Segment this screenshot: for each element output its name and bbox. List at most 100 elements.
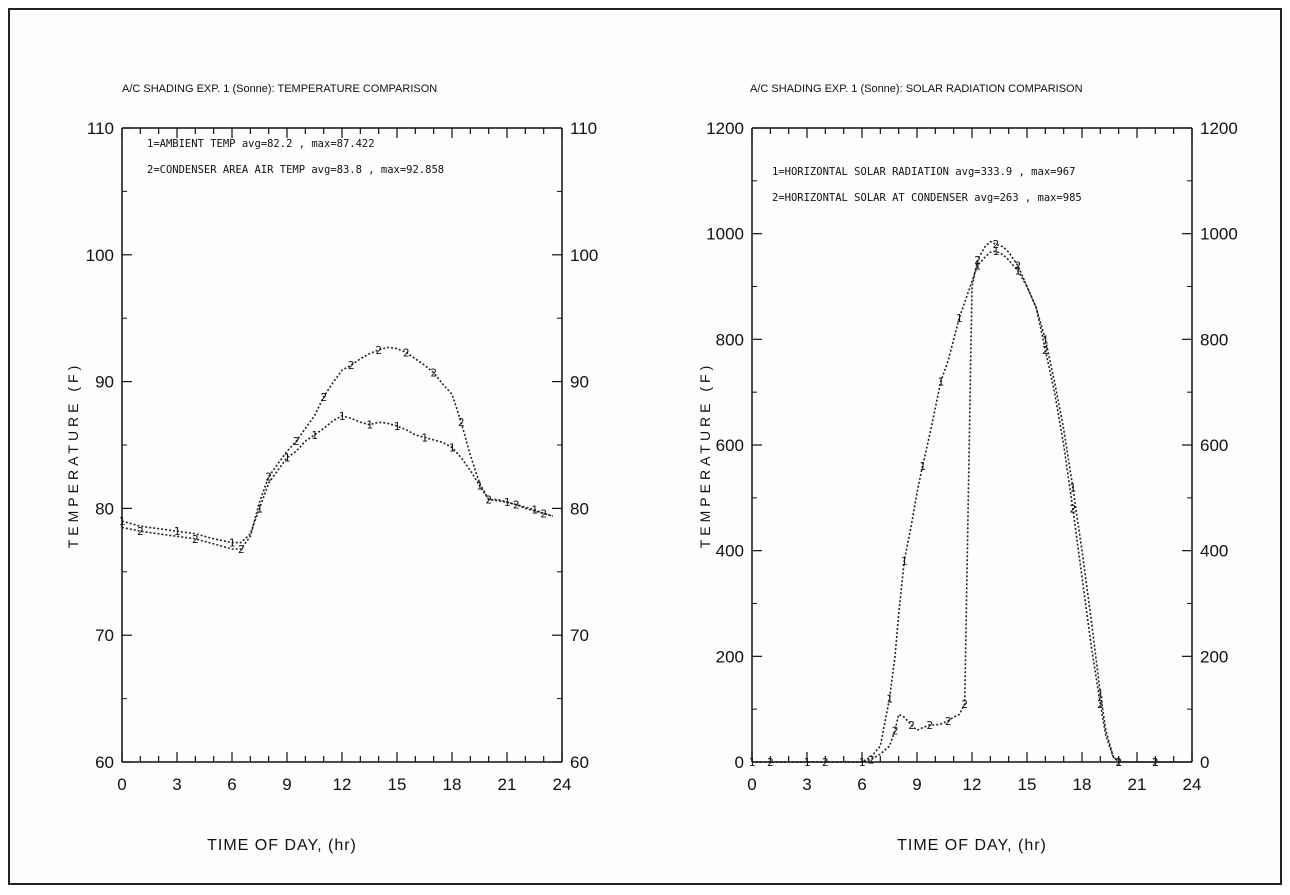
solar-series-2-line bbox=[752, 240, 1183, 763]
solar-series-1-marker: 1 bbox=[919, 460, 926, 473]
solar-x-tick-label: 0 bbox=[747, 775, 756, 794]
temperature-x-tick-label: 0 bbox=[117, 775, 126, 794]
solar-x-tick-label: 15 bbox=[1018, 775, 1037, 794]
temperature-x-tick-label: 3 bbox=[172, 775, 181, 794]
solar-series-2-marker: 2 bbox=[767, 756, 774, 769]
solar-y-tick-label: 1200 bbox=[706, 119, 744, 138]
solar-x-tick-label: 12 bbox=[963, 775, 982, 794]
temperature-y-tick-label: 70 bbox=[95, 626, 114, 645]
solar-x-tick-label: 18 bbox=[1073, 775, 1092, 794]
solar-chart: A/C SHADING EXP. 1 (Sonne): SOLAR RADIAT… bbox=[697, 83, 1238, 854]
temperature-y-tick-label: 90 bbox=[95, 373, 114, 392]
temperature-x-tick-label: 18 bbox=[443, 775, 462, 794]
solar-series-1-marker: 1 bbox=[938, 376, 945, 389]
temperature-x-tick-label: 9 bbox=[282, 775, 291, 794]
solar-series-2-marker: 2 bbox=[1042, 344, 1049, 357]
temperature-y-tick-label: 110 bbox=[87, 119, 114, 138]
solar-series-2-marker: 2 bbox=[993, 238, 1000, 251]
solar-series-2-marker: 2 bbox=[1070, 502, 1077, 515]
temperature-y-tick-label: 100 bbox=[86, 246, 114, 265]
temperature-series-1-marker: 1 bbox=[229, 537, 236, 550]
temperature-chart-title: A/C SHADING EXP. 1 (Sonne): TEMPERATURE … bbox=[122, 83, 437, 95]
figure-frame: A/C SHADING EXP. 1 (Sonne): TEMPERATURE … bbox=[8, 8, 1282, 885]
temperature-series-1-marker: 1 bbox=[174, 525, 181, 538]
temperature-series-1-line bbox=[121, 414, 554, 544]
temperature-chart: A/C SHADING EXP. 1 (Sonne): TEMPERATURE … bbox=[65, 83, 598, 854]
solar-series-2-marker: 2 bbox=[945, 715, 952, 728]
temperature-y-tick-label-right: 90 bbox=[570, 373, 589, 392]
solar-y-tick-label-right: 0 bbox=[1200, 753, 1209, 772]
temperature-legend-2: 2=CONDENSER AREA AIR TEMP avg=83.8 , max… bbox=[147, 164, 444, 176]
temperature-y-tick-label: 60 bbox=[95, 753, 114, 772]
solar-y-tick-label-right: 800 bbox=[1200, 330, 1228, 349]
solar-x-tick-label: 24 bbox=[1183, 775, 1202, 794]
solar-series-1-marker: 1 bbox=[956, 312, 963, 325]
temperature-series-1-marker: 1 bbox=[394, 420, 401, 433]
temperature-y-tick-label-right: 100 bbox=[570, 246, 598, 265]
temperature-series-2-marker: 2 bbox=[540, 507, 547, 520]
solar-series-2-marker: 2 bbox=[1015, 259, 1022, 272]
temperature-series-2-marker: 2 bbox=[348, 359, 355, 372]
temperature-series-2-marker: 2 bbox=[458, 416, 465, 429]
solar-series-2-marker: 2 bbox=[868, 753, 875, 766]
temperature-series-2-marker: 2 bbox=[192, 533, 199, 546]
temperature-series-2-marker: 2 bbox=[265, 471, 272, 484]
solar-y-tick-label: 1000 bbox=[706, 225, 744, 244]
solar-legend-1: 1=HORIZONTAL SOLAR RADIATION avg=333.9 ,… bbox=[772, 166, 1075, 178]
solar-series-1-marker: 1 bbox=[804, 756, 811, 769]
solar-series-2-marker: 2 bbox=[974, 254, 981, 267]
temperature-y-tick-label-right: 60 bbox=[570, 753, 589, 772]
solar-series-1-marker: 1 bbox=[974, 259, 981, 272]
temperature-y-tick-label-right: 80 bbox=[570, 499, 589, 518]
temperature-series-1-marker: 1 bbox=[421, 431, 428, 444]
temperature-y-tick-label-right: 70 bbox=[570, 626, 589, 645]
solar-y-tick-label: 800 bbox=[716, 330, 744, 349]
solar-x-tick-label: 9 bbox=[912, 775, 921, 794]
solar-series-2-marker: 2 bbox=[1115, 756, 1122, 769]
solar-y-tick-label: 0 bbox=[735, 753, 744, 772]
temperature-x-axis-label: TIME OF DAY, (hr) bbox=[207, 837, 357, 854]
solar-series-1-marker: 1 bbox=[1097, 687, 1104, 700]
solar-y-tick-label-right: 200 bbox=[1200, 647, 1228, 666]
temperature-series-1-marker: 1 bbox=[366, 419, 373, 432]
temperature-series-2-marker: 2 bbox=[137, 525, 144, 538]
temperature-series-1-marker: 1 bbox=[311, 429, 318, 442]
solar-series-1-line bbox=[752, 250, 1183, 763]
temperature-series-1-marker: 1 bbox=[284, 452, 291, 465]
temperature-x-tick-label: 21 bbox=[498, 775, 517, 794]
temperature-y-tick-label: 80 bbox=[95, 499, 114, 518]
solar-series-2-marker: 2 bbox=[927, 719, 934, 732]
solar-x-tick-label: 21 bbox=[1128, 775, 1147, 794]
solar-y-tick-label-right: 1200 bbox=[1200, 119, 1238, 138]
solar-y-tick-label-right: 600 bbox=[1200, 436, 1228, 455]
solar-y-tick-label-right: 1000 bbox=[1200, 225, 1238, 244]
temperature-series-2-marker: 2 bbox=[320, 391, 327, 404]
charts-canvas: A/C SHADING EXP. 1 (Sonne): TEMPERATURE … bbox=[65, 83, 1238, 854]
solar-series-2-marker: 2 bbox=[822, 756, 829, 769]
solar-x-tick-label: 3 bbox=[802, 775, 811, 794]
solar-x-axis-label: TIME OF DAY, (hr) bbox=[897, 837, 1047, 854]
temperature-x-tick-label: 6 bbox=[227, 775, 236, 794]
solar-x-tick-label: 6 bbox=[857, 775, 866, 794]
solar-series-2-marker: 2 bbox=[908, 719, 915, 732]
temperature-series-2-marker: 2 bbox=[403, 346, 410, 359]
temperature-series-2-marker: 2 bbox=[430, 367, 437, 380]
solar-series-2-marker: 2 bbox=[1152, 756, 1159, 769]
temperature-series-1-marker: 1 bbox=[256, 502, 263, 515]
solar-y-tick-label: 400 bbox=[716, 542, 744, 561]
temperature-legend-1: 1=AMBIENT TEMP avg=82.2 , max=87.422 bbox=[147, 138, 375, 150]
solar-y-axis-label: TEMPERATURE (F) bbox=[697, 362, 713, 549]
solar-series-1-marker: 1 bbox=[993, 245, 1000, 258]
solar-series-2-marker: 2 bbox=[1097, 698, 1104, 711]
temperature-series-2-marker: 2 bbox=[238, 543, 245, 556]
temperature-series-1-marker: 1 bbox=[476, 480, 483, 493]
solar-series-1-marker: 1 bbox=[1070, 481, 1077, 494]
temperature-series-2-line bbox=[121, 346, 554, 550]
solar-y-tick-label: 600 bbox=[716, 436, 744, 455]
temperature-x-tick-label: 15 bbox=[388, 775, 407, 794]
temperature-series-1-marker: 1 bbox=[449, 442, 456, 455]
solar-series-1-marker: 1 bbox=[886, 693, 893, 706]
temperature-x-tick-label: 12 bbox=[333, 775, 352, 794]
temperature-y-axis-label: TEMPERATURE (F) bbox=[65, 362, 81, 549]
temperature-x-tick-label: 24 bbox=[553, 775, 572, 794]
